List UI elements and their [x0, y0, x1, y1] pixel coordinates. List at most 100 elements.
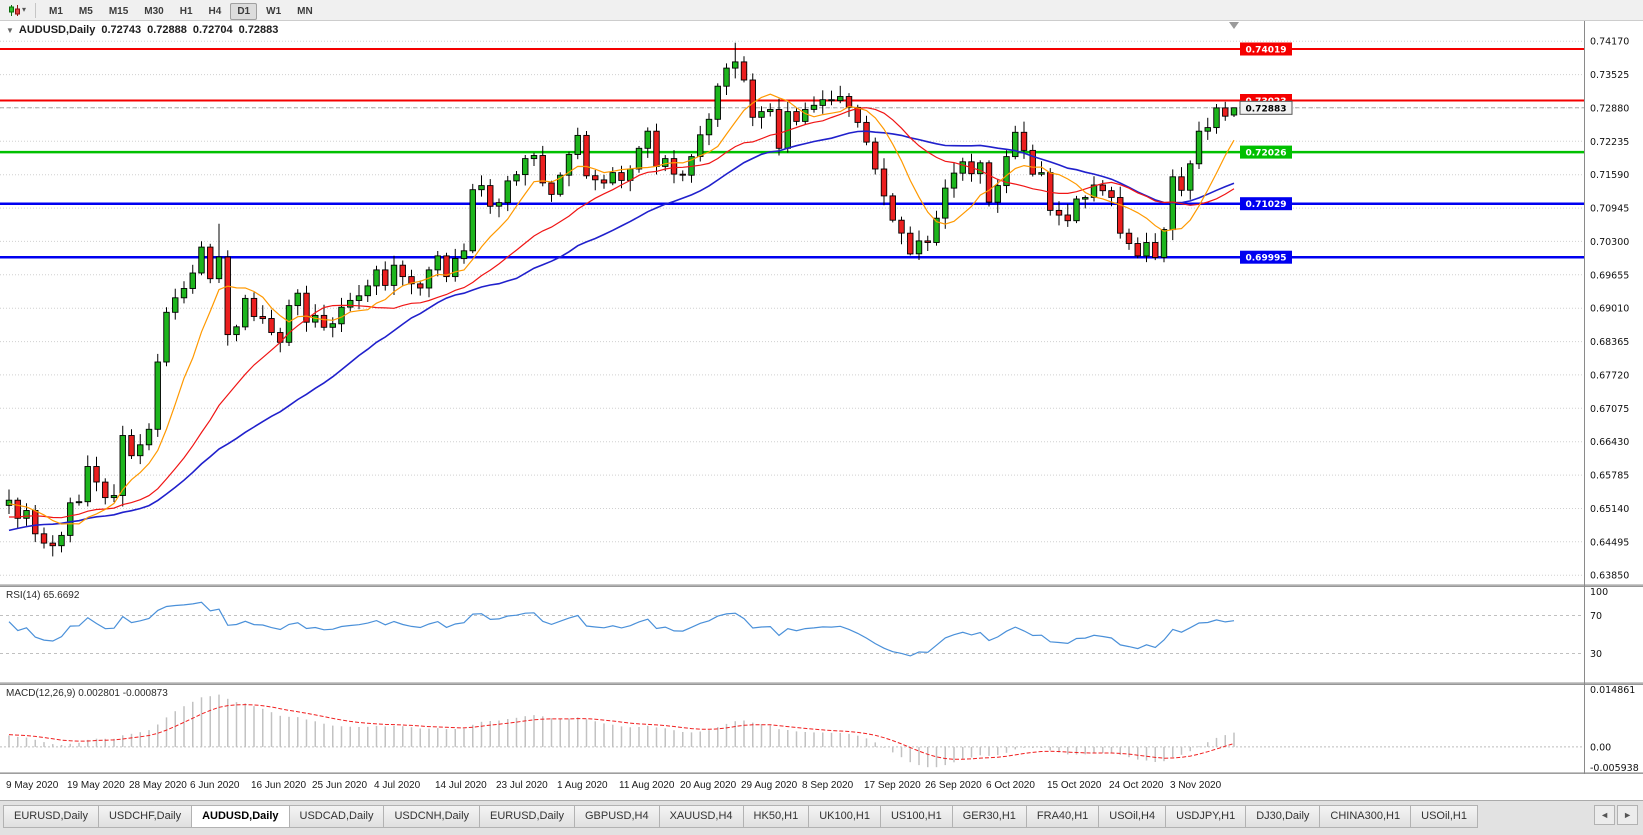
date-label: 19 May 2020 — [67, 780, 125, 791]
ma-slow-line — [8, 130, 1235, 532]
chart-tab-usdjpy-h1[interactable]: USDJPY,H1 — [1165, 805, 1247, 828]
price-chart-canvas[interactable]: 0.740190.730230.720260.710290.699950.728… — [0, 21, 1643, 584]
date-label: 4 Jul 2020 — [374, 780, 421, 791]
svg-text:0.69995: 0.69995 — [1246, 254, 1287, 264]
date-label: 9 May 2020 — [6, 780, 59, 791]
chart-tab-china300-h1[interactable]: CHINA300,H1 — [1319, 805, 1412, 828]
timeframe-button-m5[interactable]: M5 — [78, 6, 93, 17]
tab-scroll-right-icon[interactable]: ► — [1617, 805, 1638, 825]
svg-text:0.63850: 0.63850 — [1590, 571, 1629, 582]
dropdown-caret-icon: ▾ — [22, 5, 27, 14]
one-click-trading-toggle[interactable]: ▼ — [6, 25, 14, 35]
price-badge-0.74019 — [1240, 42, 1292, 56]
chart-tab-usdchf-daily[interactable]: USDCHF,Daily — [97, 805, 193, 828]
rsi-axis[interactable]: 100 70 30 — [1590, 587, 1608, 660]
time-axis[interactable]: 9 May 2020 19 May 2020 28 May 2020 6 Jun 20… — [0, 774, 1643, 800]
panel-separator[interactable] — [0, 682, 1643, 685]
rsi-level-lines — [0, 615, 1584, 654]
date-label: 1 Aug 2020 — [557, 780, 608, 791]
macd-background — [0, 685, 1643, 772]
macd-axis[interactable]: 0.014861 0.00 -0.005938 — [1590, 685, 1639, 772]
candlestick-chart-icon — [9, 4, 20, 16]
ohlc-low: 0.72704 — [192, 24, 233, 36]
chart-tab-audusd-daily[interactable]: AUDUSD,Daily — [191, 805, 290, 828]
chart-tab-xauusd-h4[interactable]: XAUUSD,H4 — [658, 805, 744, 828]
macd-panel-canvas[interactable]: 0.014861 0.00 -0.005938 — [0, 685, 1643, 772]
macd-signal-line — [8, 704, 1235, 760]
price-axis[interactable]: 0.74170 0.73525 0.72880 0.72235 0.71590 0.709… — [1590, 37, 1629, 582]
svg-text:0.70300: 0.70300 — [1590, 237, 1629, 248]
svg-text:0.72883: 0.72883 — [1246, 104, 1287, 114]
chart-tab-ger30-h1[interactable]: GER30,H1 — [951, 805, 1027, 828]
price-badge-0.69995 — [1240, 250, 1292, 264]
timeframe-buttons: M1 M5 M15 M30 H1 H4 D1 W1 MN — [41, 1, 321, 20]
timeframe-button-w1[interactable]: W1 — [266, 6, 282, 17]
chart-shift-marker-icon[interactable] — [1229, 22, 1239, 29]
chart-tab-gbpusd-h4[interactable]: GBPUSD,H4 — [574, 805, 660, 828]
svg-text:100: 100 — [1590, 587, 1608, 598]
svg-text:0.71029: 0.71029 — [1246, 200, 1287, 210]
svg-text:0.67075: 0.67075 — [1590, 404, 1629, 415]
chart-tab-us100-h1[interactable]: US100,H1 — [879, 805, 953, 828]
rsi-panel-canvas[interactable]: 100 70 30 — [0, 587, 1643, 682]
svg-text:0.65785: 0.65785 — [1590, 471, 1629, 482]
chart-window: 0.740190.730230.720260.710290.699950.728… — [0, 21, 1643, 800]
chart-type-button[interactable]: ▾ — [4, 2, 30, 19]
svg-text:0.014861: 0.014861 — [1590, 685, 1635, 696]
timeframe-button-h1[interactable]: H1 — [179, 6, 193, 17]
chart-tab-hk50-h1[interactable]: HK50,H1 — [742, 805, 810, 828]
svg-text:0.00: 0.00 — [1590, 742, 1611, 753]
svg-text:0.69010: 0.69010 — [1590, 304, 1629, 315]
svg-text:0.67720: 0.67720 — [1590, 370, 1629, 381]
chart-tab-eurusd-daily[interactable]: EURUSD,Daily — [479, 805, 575, 828]
ma-mid-line — [9, 107, 1235, 519]
grid-lines — [0, 40, 1584, 576]
timeframe-button-m30[interactable]: M30 — [144, 6, 164, 17]
rsi-line — [8, 601, 1235, 657]
date-label: 23 Jul 2020 — [496, 780, 548, 791]
chart-tab-usoil-h1[interactable]: USOil,H1 — [1410, 805, 1478, 828]
svg-text:0.74170: 0.74170 — [1590, 37, 1629, 48]
horizontal-object-lines[interactable] — [0, 48, 1584, 259]
chart-tab-usdcnh-daily[interactable]: USDCNH,Daily — [383, 805, 481, 828]
timeframe-button-d1[interactable]: D1 — [230, 3, 258, 20]
chart-tab-fra40-h1[interactable]: FRA40,H1 — [1025, 805, 1100, 828]
price-line-badges: 0.740190.730230.720260.710290.699950.728… — [1239, 42, 1293, 264]
chart-title: ▼ AUDUSD,Daily 0.72743 0.72888 0.72704 0… — [6, 24, 278, 36]
date-label: 6 Jun 2020 — [190, 780, 240, 791]
price-badge-0.72026 — [1240, 145, 1292, 159]
macd-indicator-label: MACD(12,26,9) 0.002801 -0.000873 — [6, 688, 168, 699]
svg-text:0.64495: 0.64495 — [1590, 537, 1629, 548]
svg-text:0.68365: 0.68365 — [1590, 337, 1629, 348]
chart-tab-eurusd-daily[interactable]: EURUSD,Daily — [3, 805, 99, 828]
date-label: 24 Oct 2020 — [1109, 780, 1164, 791]
svg-text:0.72235: 0.72235 — [1590, 137, 1629, 148]
macd-histogram — [8, 694, 1235, 768]
date-label: 28 May 2020 — [129, 780, 187, 791]
date-label: 8 Sep 2020 — [802, 780, 854, 791]
svg-text:0.72880: 0.72880 — [1590, 103, 1629, 114]
timeframe-button-m1[interactable]: M1 — [49, 6, 63, 17]
date-label: 3 Nov 2020 — [1170, 780, 1222, 791]
chart-tab-usdcad-daily[interactable]: USDCAD,Daily — [288, 805, 385, 828]
date-label: 16 Jun 2020 — [251, 780, 307, 791]
date-label: 25 Jun 2020 — [312, 780, 368, 791]
tab-scroll-left-icon[interactable]: ◄ — [1594, 805, 1616, 825]
chart-tab-usoil-h4[interactable]: USOil,H4 — [1098, 805, 1167, 828]
svg-text:-0.005938: -0.005938 — [1590, 763, 1639, 772]
price-axis-border — [1584, 21, 1585, 774]
panel-separator[interactable] — [0, 584, 1643, 587]
rsi-background — [0, 587, 1643, 682]
chart-tab-dj30-daily[interactable]: DJ30,Daily — [1245, 805, 1321, 828]
moving-average-lines — [8, 93, 1235, 532]
svg-text:0.66430: 0.66430 — [1590, 437, 1629, 448]
chart-tab-uk100-h1[interactable]: UK100,H1 — [808, 805, 881, 828]
date-label: 26 Sep 2020 — [925, 780, 982, 791]
date-label: 15 Oct 2020 — [1047, 780, 1102, 791]
timeframe-button-mn[interactable]: MN — [297, 6, 313, 17]
ma-fast-line — [8, 93, 1235, 525]
rsi-indicator-label: RSI(14) 65.6692 — [6, 590, 80, 601]
timeframe-button-m15[interactable]: M15 — [108, 6, 129, 17]
svg-text:0.72026: 0.72026 — [1246, 149, 1287, 159]
timeframe-button-h4[interactable]: H4 — [208, 6, 222, 17]
